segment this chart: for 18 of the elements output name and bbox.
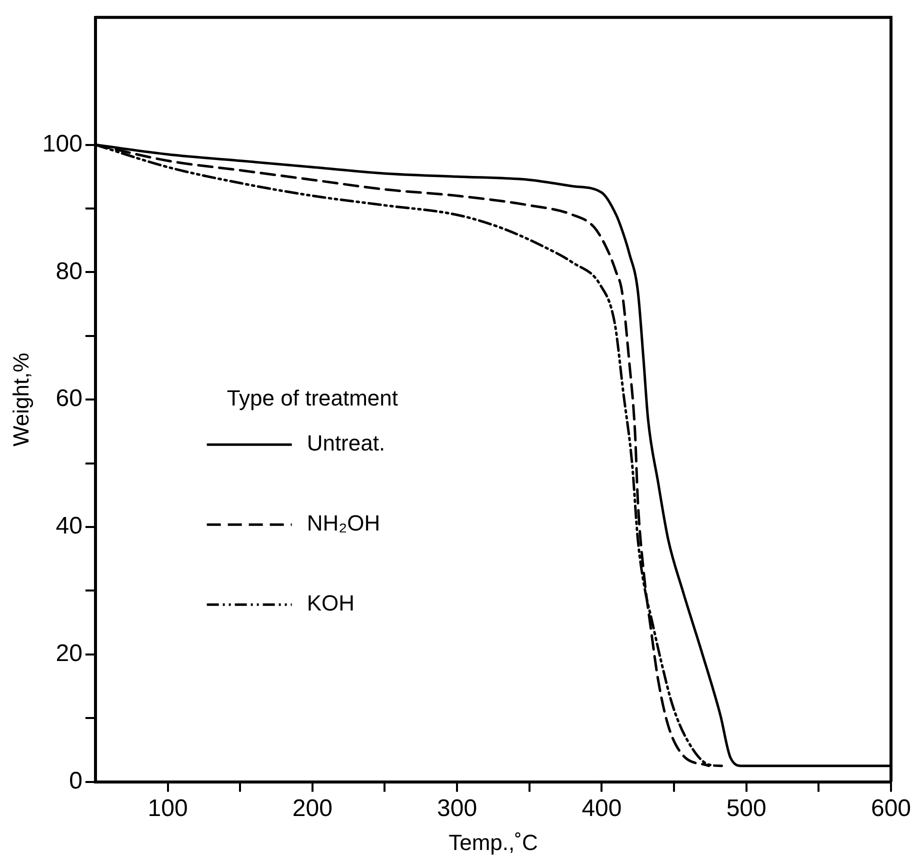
legend-label: NH₂OH	[306, 510, 380, 536]
x-tick-label: 100	[148, 794, 188, 822]
legend-title: Type of treatment	[226, 386, 398, 411]
x-tick-label: 600	[870, 794, 912, 822]
y-tick-label: 60	[56, 385, 82, 412]
y-tick-label: 80	[56, 258, 82, 285]
y-tick-label: 0	[69, 767, 82, 794]
y-tick-label: 20	[56, 640, 82, 668]
legend-label: KOH	[306, 590, 355, 616]
x-tick-label: 500	[726, 794, 766, 822]
y-tick-label: 100	[42, 130, 82, 158]
legend-label: Untreat.	[306, 430, 386, 456]
x-axis-title: Temp.,˚C	[448, 830, 538, 855]
x-tick-label: 300	[437, 794, 478, 822]
x-tick-label: 200	[292, 794, 332, 822]
y-tick-label: 40	[56, 512, 82, 540]
y-axis-title: Weight,%	[8, 352, 34, 446]
x-tick-label: 400	[582, 794, 622, 822]
